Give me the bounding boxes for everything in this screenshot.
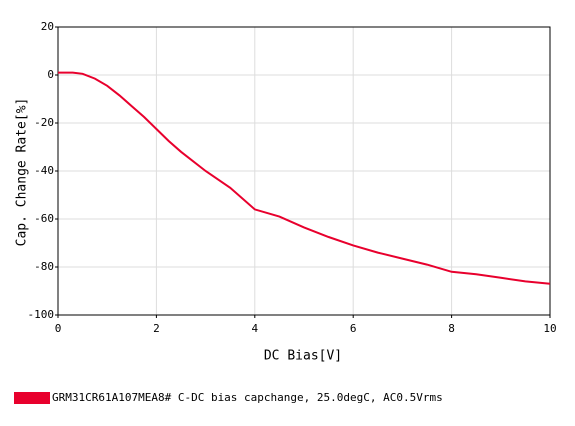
x-tick-label: 4 [251, 322, 258, 335]
y-tick-label: -40 [34, 164, 54, 177]
x-tick-label: 2 [153, 322, 160, 335]
x-tick-label: 6 [350, 322, 357, 335]
y-tick-label: 0 [47, 68, 54, 81]
x-tick-label: 8 [448, 322, 455, 335]
y-tick-label: -20 [34, 116, 54, 129]
y-tick-label: -60 [34, 212, 54, 225]
y-axis-title: Cap. Change Rate[%] [15, 98, 30, 247]
plot-frame [57, 26, 551, 316]
legend-swatch [14, 392, 50, 404]
y-tick-label: 20 [41, 20, 54, 33]
y-tick-label: -80 [34, 260, 54, 273]
x-tick-label: 0 [55, 322, 62, 335]
legend-label: GRM31CR61A107MEA8# C-DC bias capchange, … [52, 391, 443, 404]
x-axis-title: DC Bias[V] [264, 349, 342, 364]
data-line [58, 71, 551, 285]
y-tick-label: -100 [28, 308, 55, 321]
x-tick-label: 10 [543, 322, 556, 335]
